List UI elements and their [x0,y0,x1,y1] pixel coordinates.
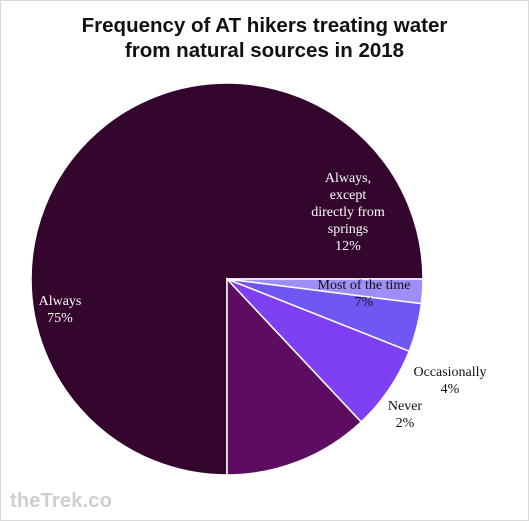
slice-label-1-line-0: Always, [325,171,371,186]
slice-label-0: Always 75% [39,294,82,326]
pie-slice-1 [226,277,363,476]
slice-label-0-line-1: 75% [47,311,73,326]
chart-title: Frequency of AT hikers treating water fr… [1,13,528,63]
slice-label-2-line-0: Most of the time [318,278,411,293]
slice-label-2-line-1: 7% [355,295,374,310]
slice-label-4: Never 2% [388,399,423,431]
pie-slice-0 [30,82,424,476]
slice-label-3: Occasionally 4% [413,365,486,397]
pie-slice-4 [226,278,424,305]
slice-label-3-line-1: 4% [441,382,460,397]
slice-label-1: Always, except directly from springs 12% [311,171,385,254]
slice-label-4-line-1: 2% [396,416,415,431]
chart-title-line-2: from natural sources in 2018 [124,39,405,62]
slice-label-0-line-0: Always [39,294,82,309]
watermark: theTrek.co [10,490,113,512]
chart-title-line-1: Frequency of AT hikers treating water [81,14,448,37]
slice-label-3-line-0: Occasionally [413,365,486,380]
slice-label-1-line-2: directly from [311,205,385,220]
slice-label-4-line-0: Never [388,399,423,414]
slice-label-1-line-1: except [330,188,367,203]
slice-label-1-line-4: 12% [335,239,361,254]
slice-label-1-line-3: springs [328,222,368,237]
slice-label-2: Most of the time 7% [318,278,411,310]
